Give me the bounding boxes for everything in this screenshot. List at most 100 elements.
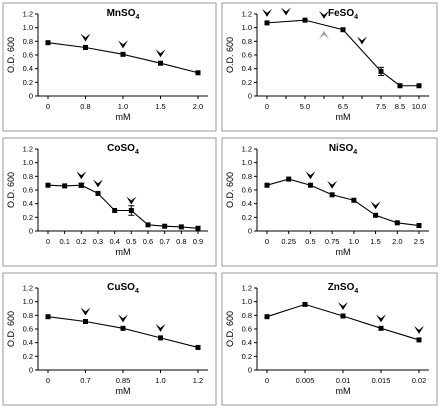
y-axis-label: O.D. 600 [225, 172, 235, 208]
y-tick-label: 0 [248, 227, 252, 236]
x-tick-label: 0.25 [281, 237, 296, 246]
x-tick-label: 0.7 [80, 376, 90, 385]
x-tick-label: 2.0 [193, 102, 203, 111]
y-tick-label: 0.4 [242, 199, 252, 208]
x-tick-label: 0 [265, 237, 269, 246]
x-tick-label: 0.8 [176, 237, 186, 246]
x-tick-label: 8.5 [395, 102, 405, 111]
data-point [120, 51, 126, 57]
y-tick-label: 0 [29, 227, 33, 236]
x-axis-label: mM [336, 112, 351, 122]
black-arrow-marker [376, 314, 386, 323]
y-tick-label: 0.2 [242, 78, 252, 87]
data-point [178, 224, 184, 230]
data-point [78, 182, 84, 188]
x-axis-label: mM [116, 247, 131, 257]
x-tick-label: 0.8 [80, 102, 90, 111]
data-point [195, 344, 201, 350]
panel-coso4: 0 0.2 0.4 0.6 0.8 1.0 1.2 0 0.1 0.2 0.3 0.4 0.5 0.6 0.… [2, 137, 217, 267]
y-tick-label: 0 [29, 366, 33, 375]
y-axis-label: O.D. 600 [6, 311, 16, 347]
data-point [307, 182, 313, 188]
data-point [302, 301, 308, 307]
data-point [112, 208, 118, 213]
data-point [416, 337, 422, 343]
x-tick-label: 2.5 [414, 237, 424, 246]
x-tick-label: 0.005 [296, 376, 315, 385]
x-axis-label: mM [116, 112, 131, 122]
data-point [158, 335, 163, 341]
black-arrow-marker [80, 307, 91, 316]
x-tick-label: 6.5 [338, 102, 348, 111]
y-tick-label: 0.8 [23, 37, 33, 46]
data-point [264, 314, 270, 320]
x-tick-label: 0.85 [116, 376, 131, 385]
y-tick-label: 1.2 [23, 10, 33, 19]
black-arrow-marker [414, 325, 424, 334]
black-arrow-marker [338, 302, 348, 311]
x-tick-label: 0 [46, 237, 50, 246]
data-point [128, 208, 134, 213]
y-tick-label: 0.8 [242, 37, 252, 46]
x-tick-label: 0.01 [336, 376, 351, 385]
y-axis-label: O.D. 600 [225, 37, 235, 73]
black-arrow-marker [155, 323, 166, 332]
black-arrow-marker [281, 7, 291, 16]
y-tick-label: 0.6 [23, 325, 33, 334]
panel-mnso4: 0 0.2 0.4 0.6 0.8 1.0 1.2 0 0.8 1.0 1.5 2.0 mM O.D. 6… [2, 2, 217, 132]
data-point [264, 20, 270, 26]
x-axis-label: mM [336, 247, 351, 257]
data-point [329, 192, 335, 198]
x-tick-label: 2.0 [392, 237, 402, 246]
y-tick-label: 0.2 [242, 352, 252, 361]
x-tick-label: 1.0 [155, 376, 165, 385]
black-arrow-marker [80, 33, 91, 42]
y-tick-label: 1.2 [242, 145, 252, 154]
y-tick-label: 0.6 [242, 186, 252, 195]
data-point [373, 212, 379, 218]
data-point [83, 318, 88, 324]
x-tick-label: 5.0 [300, 102, 310, 111]
data-point [351, 197, 357, 203]
data-point [340, 27, 346, 33]
black-arrow-marker [262, 8, 272, 17]
panel-niso4: 0 0.2 0.4 0.6 0.8 1.0 1.2 0 0.25 0.5 0.75 1.0 1.5 2.0… [221, 137, 438, 267]
x-tick-label: 10.0 [412, 102, 427, 111]
y-tick-label: 0 [248, 366, 252, 375]
x-tick-label: 1.0 [349, 237, 359, 246]
series-line [266, 178, 420, 227]
x-tick-label: 1.5 [370, 237, 380, 246]
black-arrow-marker [327, 180, 338, 189]
y-tick-label: 1.2 [23, 145, 33, 154]
data-point [195, 70, 201, 76]
x-tick-label: 0.5 [305, 237, 315, 246]
data-point [120, 325, 126, 331]
data-point [162, 223, 168, 229]
x-axis-label: mM [336, 386, 351, 396]
data-point [264, 182, 270, 188]
y-axis-label: O.D. 600 [225, 311, 235, 347]
x-tick-label: 0 [265, 102, 269, 111]
black-arrow-marker [370, 201, 381, 210]
data-point [416, 223, 422, 229]
data-point [416, 83, 422, 89]
y-tick-label: 1.0 [242, 158, 252, 167]
data-point [145, 222, 151, 228]
x-tick-label: 1.0 [118, 102, 128, 111]
data-point [158, 60, 163, 66]
y-tick-label: 0.4 [23, 338, 33, 347]
y-tick-label: 0 [29, 92, 33, 101]
y-tick-label: 1.0 [23, 158, 33, 167]
black-arrow-marker [155, 49, 166, 58]
chart-title-subscript: 4 [135, 14, 139, 21]
black-arrow-marker [118, 40, 128, 49]
x-tick-label: 0 [46, 102, 50, 111]
y-tick-label: 0 [248, 92, 252, 101]
x-tick-label: 0.6 [143, 237, 153, 246]
data-point [95, 190, 101, 196]
gray-arrow-marker [319, 30, 329, 39]
data-point [83, 44, 88, 50]
chart-title: CoSO4 [107, 143, 139, 156]
data-point [62, 183, 68, 189]
y-tick-label: 1.0 [23, 23, 33, 32]
